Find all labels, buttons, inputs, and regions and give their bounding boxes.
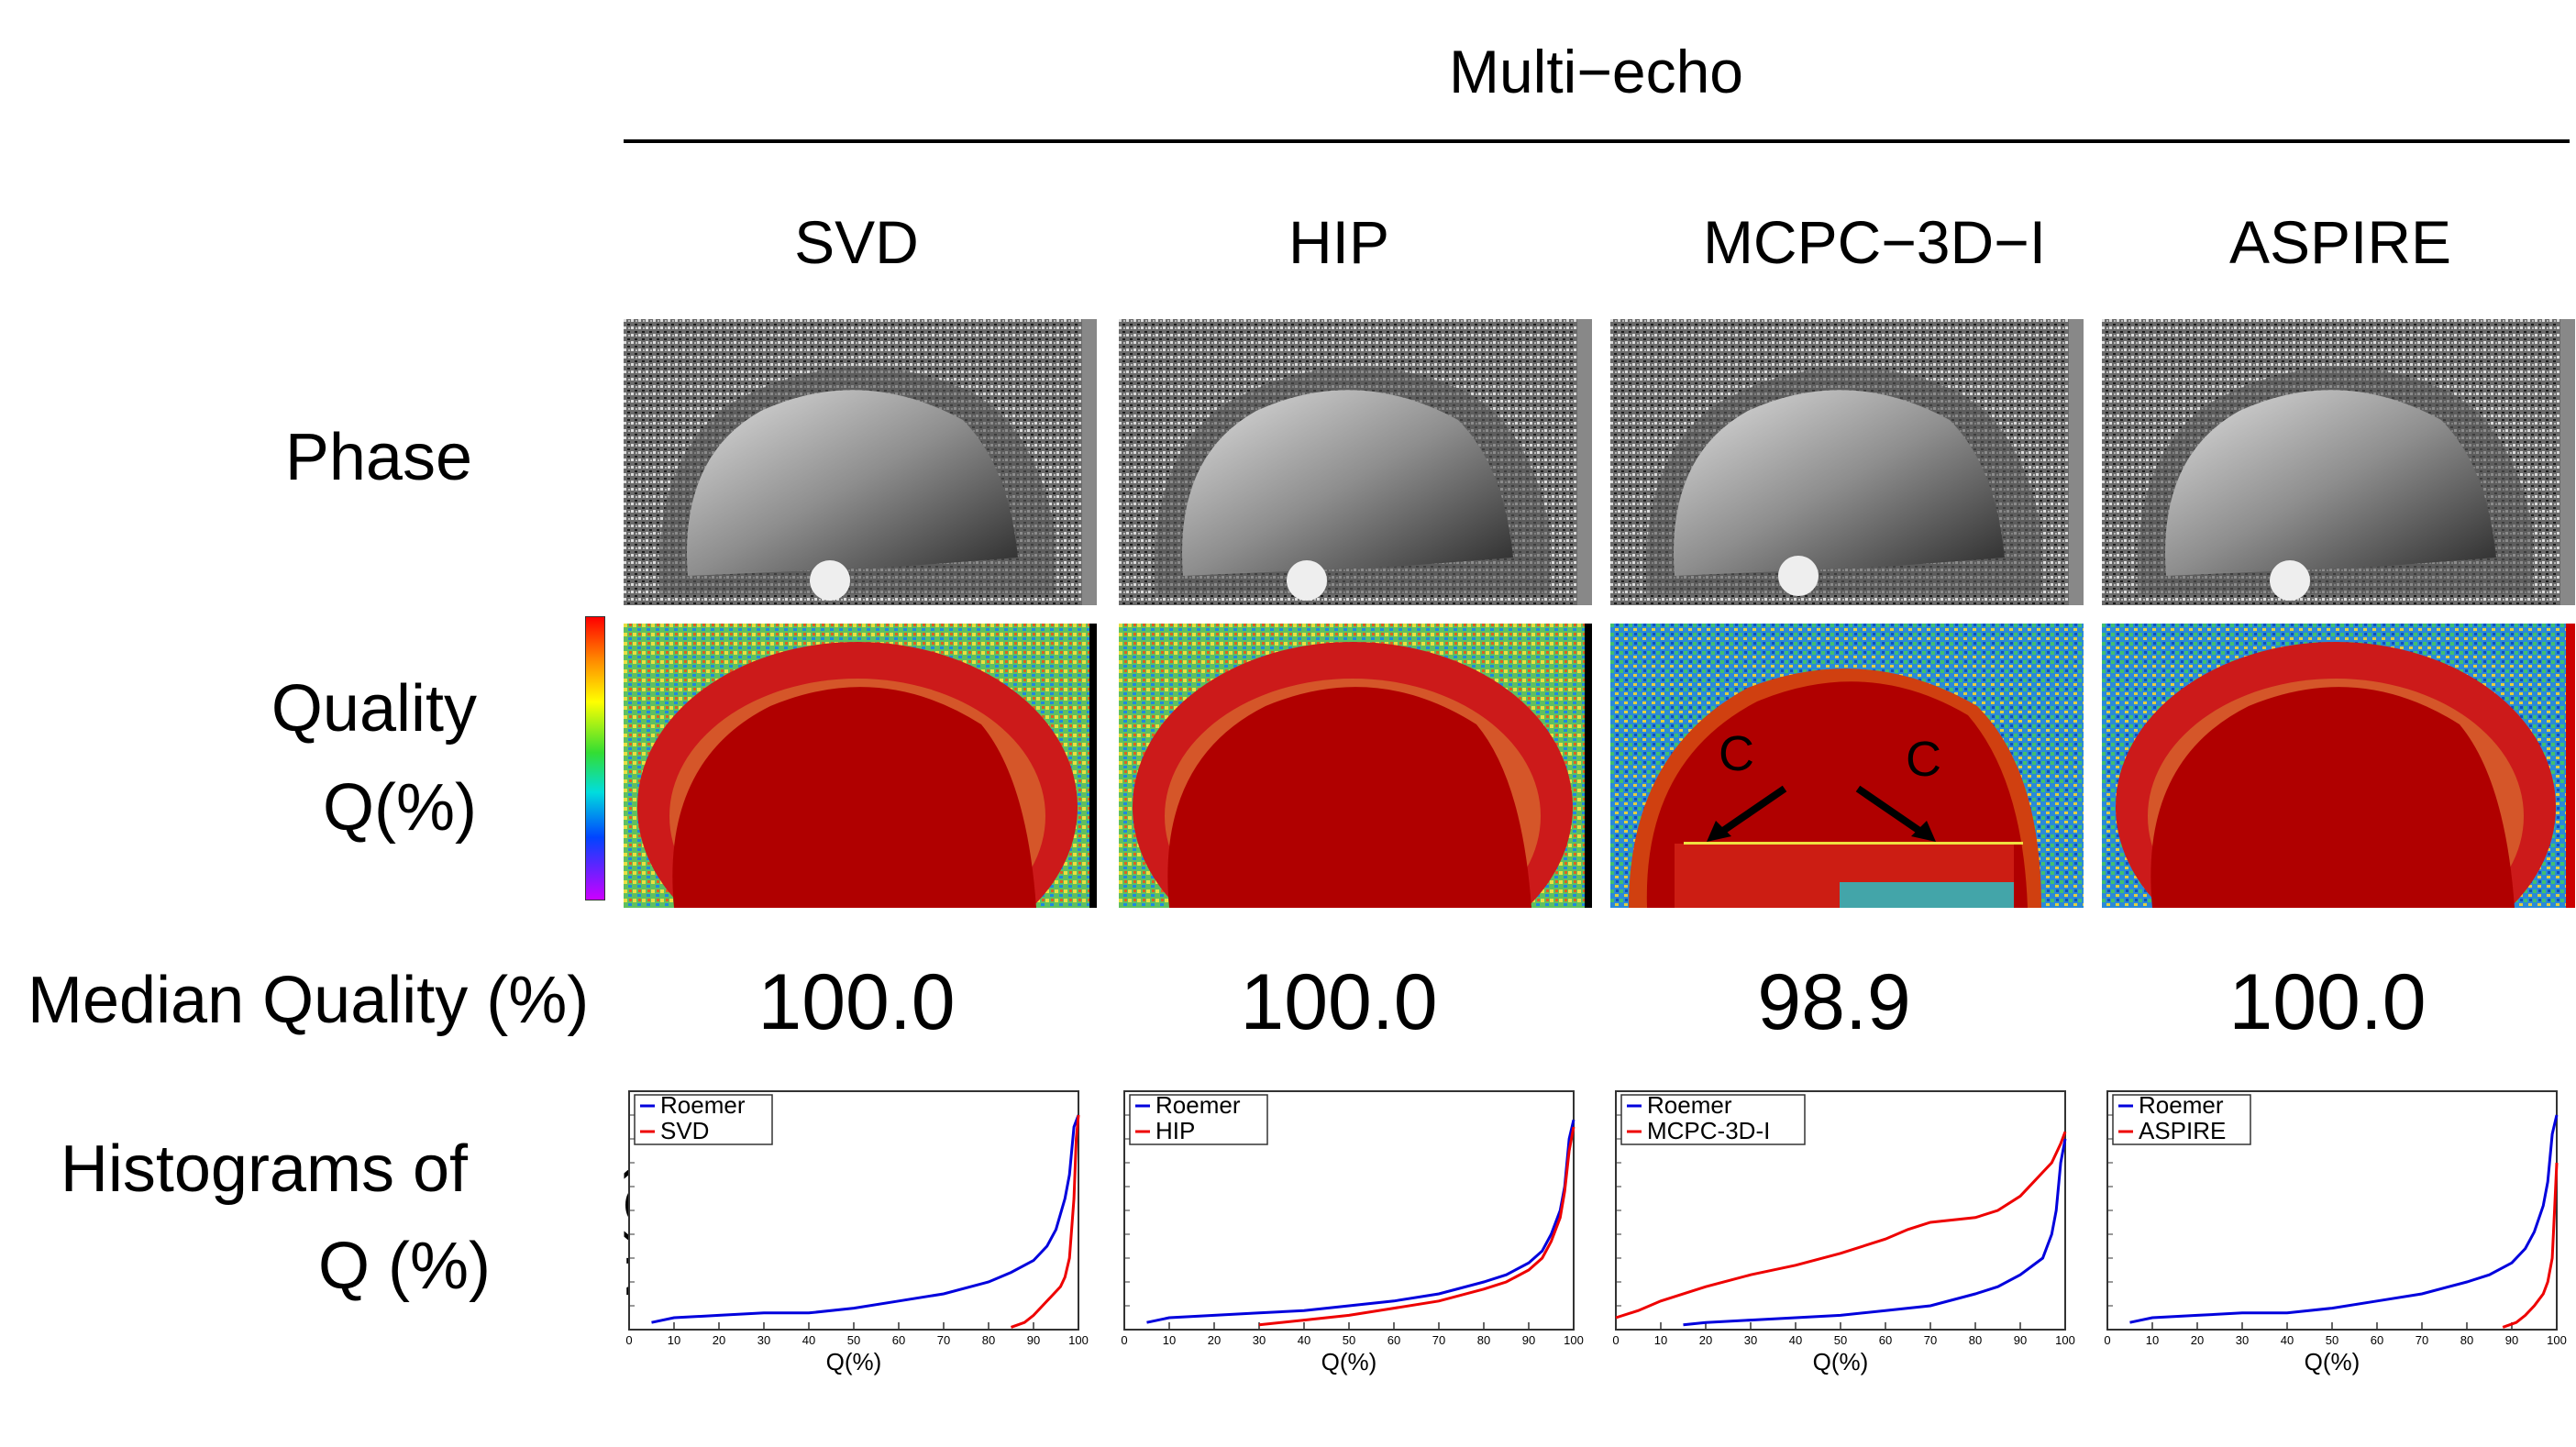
legend-entry: Roemer <box>1155 1091 1241 1119</box>
legend-box <box>2112 1094 2251 1145</box>
x-tick-label: 30 <box>1744 1333 1757 1347</box>
legend-entry: Roemer <box>1647 1091 1732 1119</box>
x-tick-label: 20 <box>713 1333 725 1347</box>
x-axis-label: Q(%) <box>1813 1348 1869 1375</box>
series-line-method <box>1258 1126 1575 1327</box>
quality-colorbar <box>585 616 605 900</box>
row-label-quality-unit: Q(%) <box>323 771 477 845</box>
x-tick-label: 80 <box>2460 1333 2473 1347</box>
x-tick-label: 10 <box>1163 1333 1176 1347</box>
x-tick-label: 60 <box>1388 1333 1400 1347</box>
x-tick-label: 70 <box>1432 1333 1445 1347</box>
x-tick-label: 90 <box>1522 1333 1535 1347</box>
series-line-method <box>2502 1162 2559 1329</box>
x-tick-label: 10 <box>1654 1333 1667 1347</box>
x-tick-label: 0 <box>1121 1333 1127 1347</box>
x-tick-label: 40 <box>2281 1333 2294 1347</box>
x-axis-label: Q(%) <box>826 1348 882 1375</box>
x-tick-label: 30 <box>2236 1333 2249 1347</box>
column-header-hip: HIP <box>1288 208 1390 276</box>
x-tick-label: 40 <box>1789 1333 1802 1347</box>
median-value-aspire: 100.0 <box>2228 958 2427 1046</box>
column-header-svd: SVD <box>794 208 919 276</box>
x-tick-label: 100 <box>1564 1333 1584 1347</box>
x-tick-label: 60 <box>892 1333 905 1347</box>
x-tick-label: 50 <box>1343 1333 1355 1347</box>
series-line-roemer <box>2129 1114 2559 1324</box>
x-tick-label: 10 <box>2146 1333 2159 1347</box>
x-tick-label: 0 <box>2104 1333 2110 1347</box>
x-axis-label: Q(%) <box>2305 1348 2360 1375</box>
legend-box <box>634 1094 773 1145</box>
row-label-histograms: Histograms of <box>60 1132 468 1206</box>
phase-image-svd <box>624 319 1097 605</box>
x-axis-label: Q(%) <box>1321 1348 1377 1375</box>
median-value-svd: 100.0 <box>757 958 956 1046</box>
row-label-histograms-unit: Q (%) <box>318 1230 491 1303</box>
x-tick-label: 50 <box>2326 1333 2338 1347</box>
x-tick-label: 50 <box>1834 1333 1847 1347</box>
x-tick-label: 20 <box>2191 1333 2204 1347</box>
phase-image-mcpc <box>1610 319 2084 605</box>
series-line-roemer <box>1683 1138 2067 1327</box>
quality-map-aspire <box>2102 624 2575 908</box>
legend-entry: ASPIRE <box>2139 1117 2226 1144</box>
legend-box <box>1129 1094 1268 1145</box>
x-tick-label: 100 <box>2055 1333 2075 1347</box>
median-value-mcpc: 98.9 <box>1757 958 1911 1046</box>
x-tick-label: 60 <box>1879 1333 1892 1347</box>
x-tick-label: 90 <box>1027 1333 1040 1347</box>
histogram-mcpc: 0 10 20 30 40 50 60 70 80 90 100 Q(%) RoemerMCPC-3D-… <box>1612 1090 2075 1375</box>
x-tick-label: 70 <box>1924 1333 1937 1347</box>
x-tick-label: 0 <box>1612 1333 1619 1347</box>
group-title-underline <box>624 139 2570 143</box>
group-title: Multi−echo <box>1449 38 1744 105</box>
median-value-hip: 100.0 <box>1240 958 1438 1046</box>
phase-image-aspire <box>2102 319 2575 605</box>
x-tick-label: 0 <box>625 1333 632 1347</box>
row-label-median: Median Quality (%) <box>28 964 590 1037</box>
row-label-quality: Quality <box>271 672 477 746</box>
series-line-roemer <box>651 1114 1080 1324</box>
x-tick-label: 90 <box>2505 1333 2518 1347</box>
x-tick-label: 10 <box>668 1333 680 1347</box>
x-tick-label: 30 <box>757 1333 770 1347</box>
legend-box <box>1620 1094 1806 1145</box>
legend-entry: HIP <box>1155 1117 1195 1144</box>
x-tick-label: 90 <box>2014 1333 2027 1347</box>
series-line-method <box>1010 1114 1080 1329</box>
phase-image-hip <box>1119 319 1592 605</box>
legend-entry: Roemer <box>2139 1091 2224 1119</box>
quality-map-hip <box>1119 624 1592 908</box>
x-tick-label: 80 <box>1969 1333 1982 1347</box>
x-tick-label: 30 <box>1253 1333 1266 1347</box>
series-line-method <box>1615 1131 2067 1320</box>
x-tick-label: 80 <box>982 1333 995 1347</box>
quality-map-mcpc: C C <box>1610 624 2084 908</box>
legend-entry: Roemer <box>660 1091 746 1119</box>
x-tick-label: 20 <box>1699 1333 1712 1347</box>
x-tick-label: 40 <box>802 1333 815 1347</box>
x-tick-label: 80 <box>1477 1333 1490 1347</box>
x-tick-label: 100 <box>2547 1333 2567 1347</box>
column-header-aspire: ASPIRE <box>2228 208 2452 276</box>
x-tick-label: 70 <box>937 1333 950 1347</box>
quality-map-svd <box>624 624 1097 908</box>
x-tick-label: 60 <box>2371 1333 2383 1347</box>
annotation-c-right: C <box>1906 732 1941 787</box>
x-tick-label: 50 <box>847 1333 860 1347</box>
x-tick-label: 40 <box>1298 1333 1310 1347</box>
legend-entry: SVD <box>660 1117 709 1144</box>
legend-entry: MCPC-3D-I <box>1647 1117 1770 1144</box>
x-tick-label: 100 <box>1068 1333 1089 1347</box>
column-header-mcpc: MCPC−3D−I <box>1702 208 2047 276</box>
row-label-phase: Phase <box>284 421 472 494</box>
x-tick-label: 20 <box>1208 1333 1221 1347</box>
x-tick-label: 70 <box>2416 1333 2428 1347</box>
annotation-c-left: C <box>1719 726 1754 781</box>
